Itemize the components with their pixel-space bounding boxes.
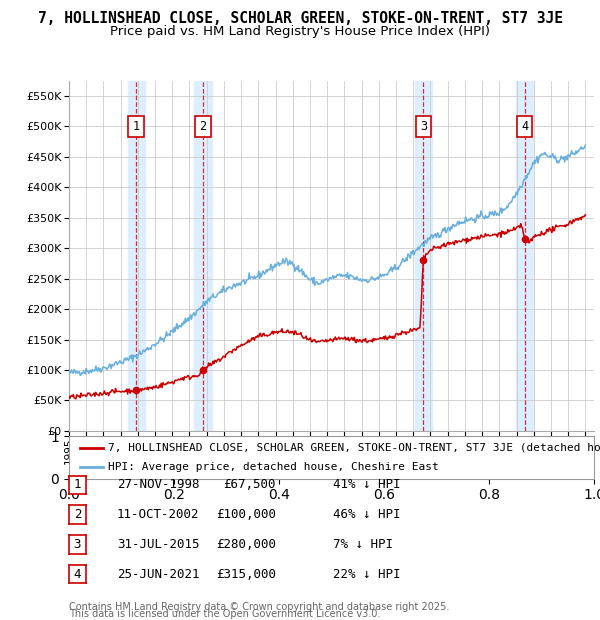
Bar [415, 81, 432, 431]
Text: 46% ↓ HPI: 46% ↓ HPI [333, 508, 401, 521]
Text: £67,500: £67,500 [223, 479, 276, 491]
Text: HPI: Average price, detached house, Cheshire East: HPI: Average price, detached house, Ches… [109, 463, 439, 472]
Text: 25-JUN-2021: 25-JUN-2021 [117, 568, 199, 580]
Text: 4: 4 [74, 568, 81, 580]
Text: Contains HM Land Registry data © Crown copyright and database right 2025.: Contains HM Land Registry data © Crown c… [69, 602, 449, 612]
Text: 3: 3 [419, 120, 427, 133]
Text: Price paid vs. HM Land Registry's House Price Index (HPI): Price paid vs. HM Land Registry's House … [110, 25, 490, 38]
Text: 41% ↓ HPI: 41% ↓ HPI [333, 479, 401, 491]
Text: 2: 2 [74, 508, 81, 521]
Text: 7% ↓ HPI: 7% ↓ HPI [333, 538, 393, 551]
Text: 4: 4 [521, 120, 529, 133]
Text: 7, HOLLINSHEAD CLOSE, SCHOLAR GREEN, STOKE-ON-TRENT, ST7 3JE: 7, HOLLINSHEAD CLOSE, SCHOLAR GREEN, STO… [37, 11, 563, 26]
Text: 11-OCT-2002: 11-OCT-2002 [117, 508, 199, 521]
Text: 1: 1 [74, 479, 81, 491]
Text: 22% ↓ HPI: 22% ↓ HPI [333, 568, 401, 580]
Text: £315,000: £315,000 [216, 568, 276, 580]
Text: £100,000: £100,000 [216, 508, 276, 521]
Text: 27-NOV-1998: 27-NOV-1998 [117, 479, 199, 491]
Text: 31-JUL-2015: 31-JUL-2015 [117, 538, 199, 551]
Text: 7, HOLLINSHEAD CLOSE, SCHOLAR GREEN, STOKE-ON-TRENT, ST7 3JE (detached house): 7, HOLLINSHEAD CLOSE, SCHOLAR GREEN, STO… [109, 443, 600, 453]
Bar [128, 81, 145, 431]
Text: £280,000: £280,000 [216, 538, 276, 551]
Text: This data is licensed under the Open Government Licence v3.0.: This data is licensed under the Open Gov… [69, 609, 380, 619]
Text: 2: 2 [199, 120, 206, 133]
Bar [194, 81, 212, 431]
Bar [516, 81, 533, 431]
Text: 3: 3 [74, 538, 81, 551]
Text: 1: 1 [133, 120, 140, 133]
